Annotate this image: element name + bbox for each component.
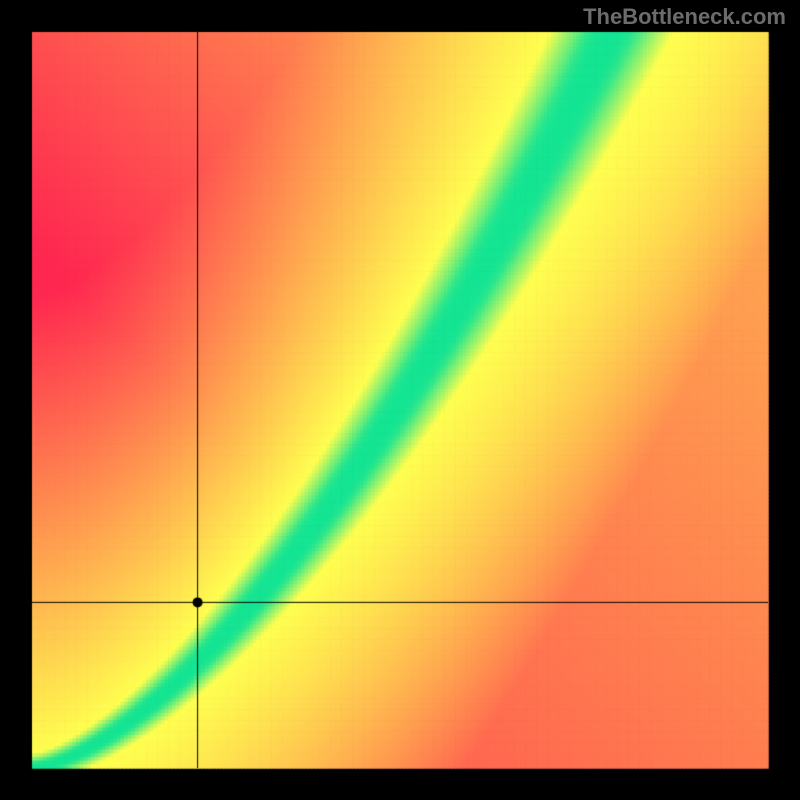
chart-container: TheBottleneck.com	[0, 0, 800, 800]
watermark-text: TheBottleneck.com	[583, 4, 786, 30]
bottleneck-heatmap	[0, 0, 800, 800]
